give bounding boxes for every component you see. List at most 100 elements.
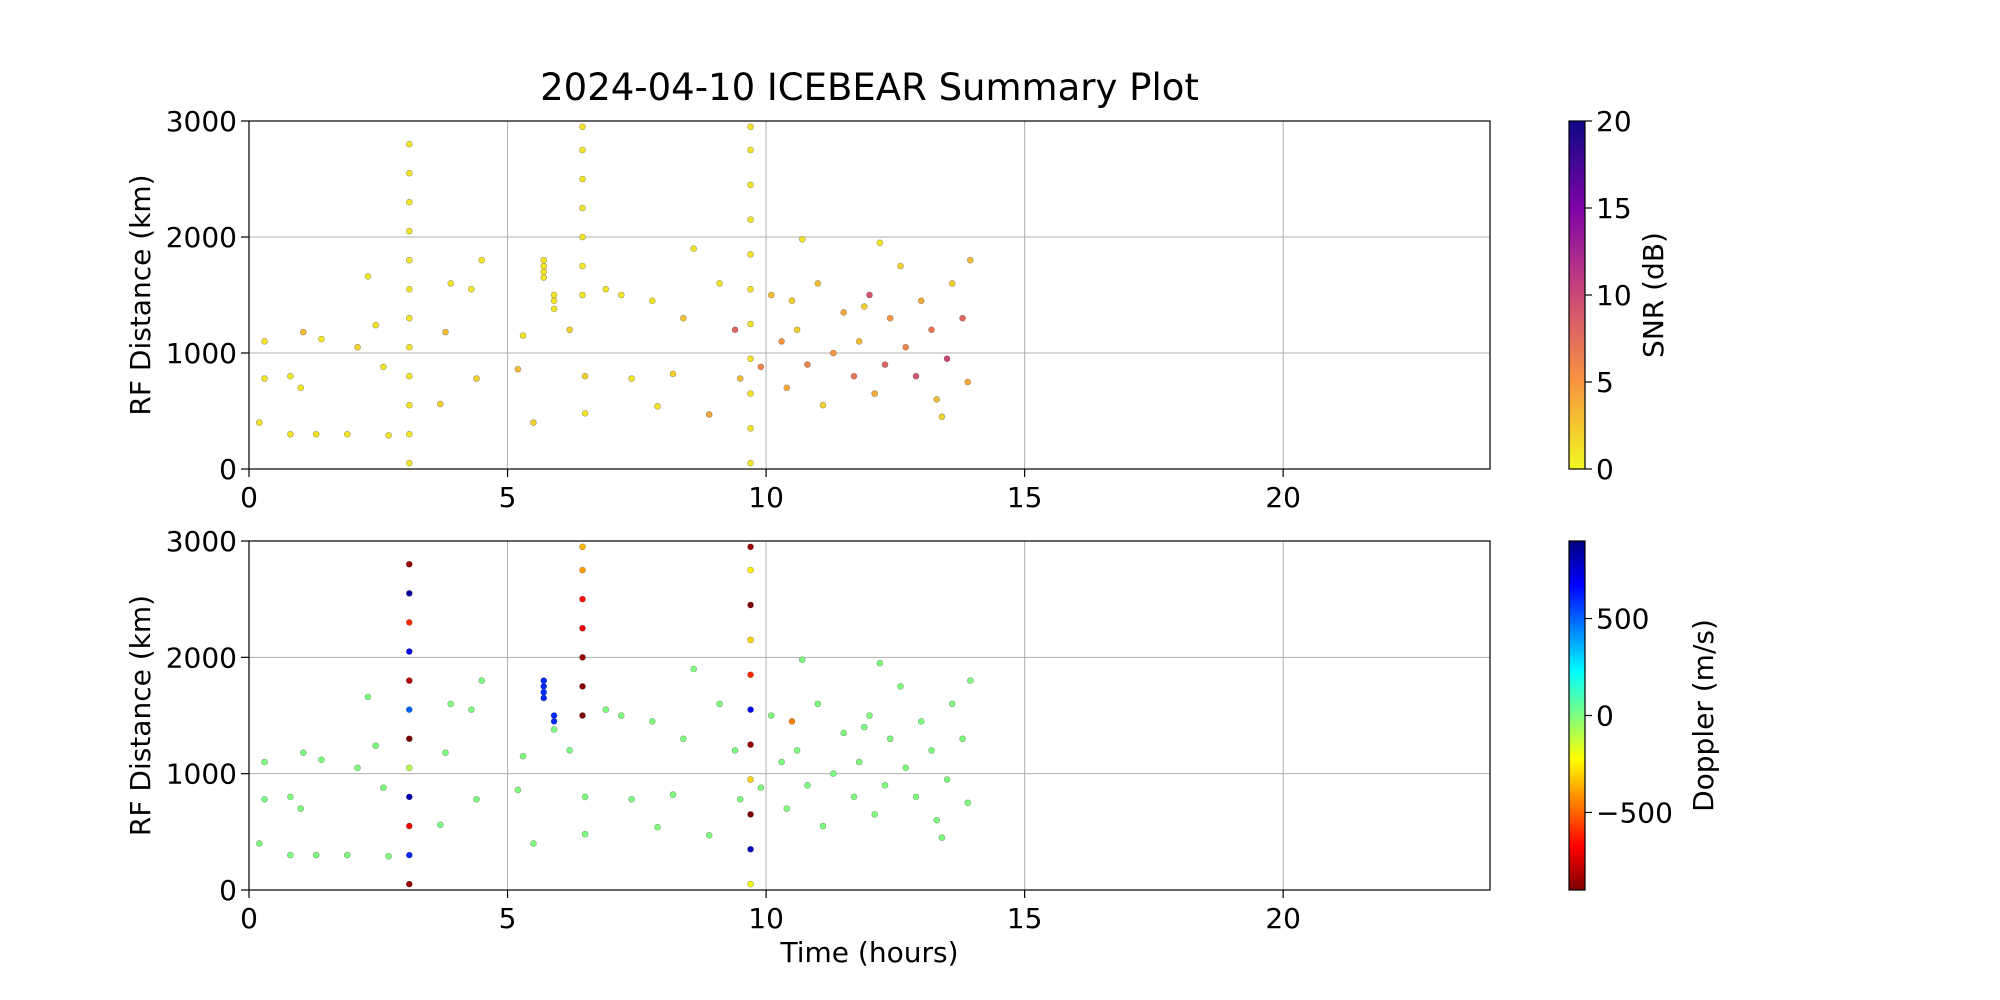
point — [550, 291, 558, 299]
point — [579, 262, 586, 270]
point — [948, 700, 956, 708]
point — [928, 747, 935, 754]
point — [964, 378, 972, 386]
y-tick-label: 1000 — [166, 337, 237, 370]
point — [405, 459, 413, 467]
point — [654, 403, 661, 410]
point — [902, 343, 909, 351]
point — [405, 372, 413, 380]
point — [405, 227, 413, 235]
point — [602, 285, 610, 293]
point — [468, 706, 475, 713]
point — [514, 365, 522, 373]
point — [579, 712, 586, 719]
point — [747, 216, 754, 223]
point — [804, 781, 811, 789]
point — [705, 832, 713, 839]
point — [478, 677, 485, 684]
point — [840, 729, 847, 737]
point — [581, 830, 589, 838]
point — [747, 706, 754, 713]
point — [757, 363, 765, 371]
y-tick-label: 0 — [219, 874, 237, 907]
point — [530, 419, 537, 426]
point — [437, 400, 444, 408]
point — [287, 372, 294, 380]
point — [959, 314, 966, 322]
point — [354, 343, 361, 351]
point — [519, 752, 527, 760]
point — [256, 840, 263, 847]
point — [959, 735, 966, 743]
y-tick-label: 0 — [219, 453, 237, 486]
point — [261, 338, 268, 345]
point — [850, 372, 858, 380]
point — [405, 880, 413, 888]
point — [312, 851, 320, 859]
point — [405, 619, 413, 626]
point — [385, 852, 392, 860]
point — [287, 793, 294, 801]
colorbar — [1568, 540, 1586, 891]
point — [478, 256, 485, 264]
point — [861, 303, 868, 310]
point — [912, 793, 920, 801]
point — [788, 718, 796, 725]
point — [540, 694, 548, 702]
point — [318, 756, 325, 764]
point — [948, 280, 956, 287]
scatter-points — [256, 123, 974, 467]
point — [747, 566, 754, 574]
point — [767, 291, 775, 299]
point — [778, 758, 785, 766]
point — [579, 543, 586, 551]
point — [566, 326, 573, 334]
y-tick-label: 1000 — [166, 758, 237, 791]
colorbar-label: Doppler (m/s) — [1687, 619, 1720, 812]
point — [917, 718, 925, 725]
plot-frame — [248, 540, 1491, 891]
point — [405, 140, 413, 148]
point — [747, 181, 754, 189]
point — [447, 700, 454, 708]
point — [886, 735, 894, 743]
point — [783, 384, 791, 392]
point — [747, 355, 754, 363]
point — [405, 677, 413, 684]
point — [736, 375, 744, 382]
point — [705, 411, 713, 418]
point — [747, 845, 754, 853]
point — [876, 659, 884, 667]
point — [550, 718, 558, 725]
point — [256, 419, 263, 426]
point — [886, 314, 894, 322]
point — [793, 747, 801, 754]
point — [261, 758, 268, 766]
point — [912, 372, 920, 380]
point — [312, 430, 320, 438]
point — [747, 123, 754, 131]
point — [540, 262, 548, 270]
point — [716, 280, 723, 287]
point — [881, 361, 889, 368]
point — [442, 749, 449, 757]
point — [354, 764, 361, 772]
point — [690, 665, 697, 673]
y-axis-label: RF Distance (km) — [124, 595, 157, 836]
point — [372, 321, 379, 329]
x-tick-label: 15 — [1007, 902, 1043, 935]
x-tick-label: 5 — [499, 481, 517, 514]
colorbar-label: SNR (dB) — [1637, 232, 1670, 358]
point — [405, 706, 413, 713]
point — [669, 791, 677, 798]
point — [967, 256, 974, 264]
point — [757, 784, 765, 791]
point — [938, 834, 946, 841]
point — [540, 683, 548, 690]
point — [964, 799, 972, 807]
point — [855, 338, 863, 345]
point — [747, 880, 754, 888]
point — [933, 816, 941, 824]
scatter-points — [256, 543, 974, 888]
